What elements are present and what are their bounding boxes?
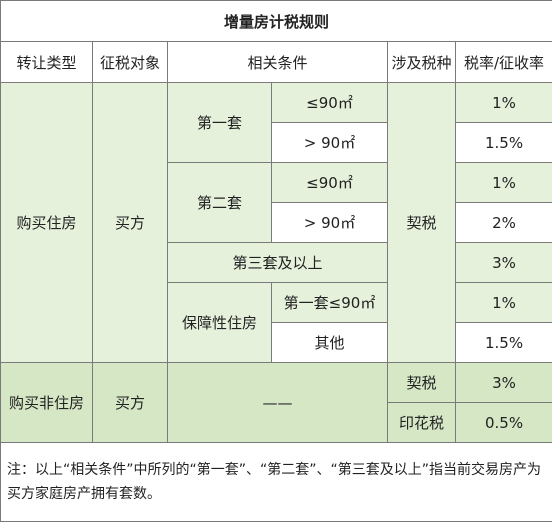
cell-first-gt90: > 90㎡ [272,123,388,163]
cell-nonresidential-condition: —— [168,363,388,443]
cell-residential-tax: 契税 [388,83,456,363]
cell-second-gt90: > 90㎡ [272,203,388,243]
cell-nonresidential-tax1: 契税 [388,363,456,403]
cell-first-home: 第一套 [168,83,272,163]
cell-rate-4: 2% [456,203,552,243]
cell-second-le90: ≤90㎡ [272,163,388,203]
header-rate: 税率/征收率 [456,42,552,83]
cell-affordable-other: 其他 [272,323,388,363]
footnote: 注：以上“相关条件”中所列的“第一套”、“第二套”、“第三套及以上”指当前交易房… [1,443,552,522]
header-transfer-type: 转让类型 [1,42,93,83]
header-tax-object: 征税对象 [93,42,168,83]
header-tax-type: 涉及税种 [388,42,456,83]
cell-rate-7: 1.5% [456,323,552,363]
cell-nonresidential-type: 购买非住房 [1,363,93,443]
cell-rate-6: 1% [456,283,552,323]
cell-nonresidential-tax2: 印花税 [388,403,456,443]
cell-rate-3: 1% [456,163,552,203]
cell-affordable-home: 保障性住房 [168,283,272,363]
cell-rate-1: 1% [456,83,552,123]
header-conditions: 相关条件 [168,42,388,83]
cell-first-le90: ≤90㎡ [272,83,388,123]
cell-nonresidential-rate1: 3% [456,363,552,403]
cell-residential-type: 购买住房 [1,83,93,363]
cell-nonresidential-rate2: 0.5% [456,403,552,443]
table-title: 增量房计税规则 [1,1,552,42]
cell-rate-2: 1.5% [456,123,552,163]
cell-rate-5: 3% [456,243,552,283]
cell-residential-object: 买方 [93,83,168,363]
cell-second-home: 第二套 [168,163,272,243]
cell-third-home: 第三套及以上 [168,243,388,283]
cell-affordable-first: 第一套≤90㎡ [272,283,388,323]
cell-nonresidential-object: 买方 [93,363,168,443]
